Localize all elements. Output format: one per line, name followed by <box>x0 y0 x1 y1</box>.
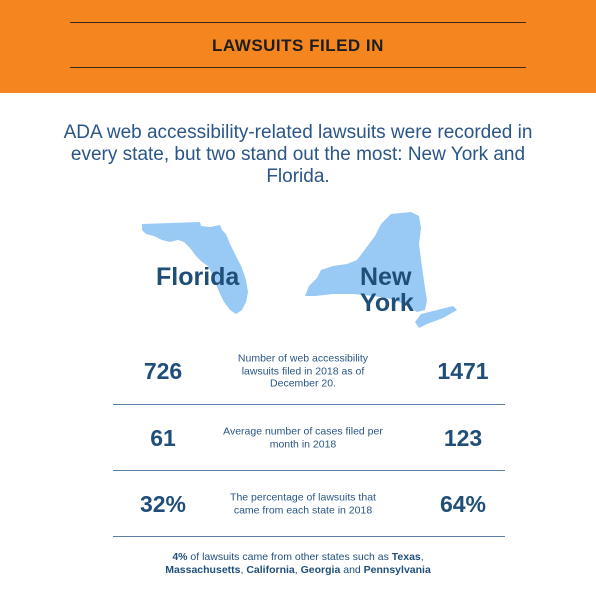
stat-row-monthly-average: 61 Average number of cases filed per mon… <box>113 405 505 471</box>
footnote: 4% of lawsuits came from other states su… <box>60 551 536 577</box>
new-york-map <box>303 210 459 332</box>
banner-bottom-rule <box>70 67 526 68</box>
stat-row-percentage: 32% The percentage of lawsuits that came… <box>113 471 505 537</box>
footnote-text: of lawsuits came from other states such … <box>187 551 392 563</box>
footnote-state-texas: Texas <box>391 551 421 563</box>
footnote-state-pennsylvania: Pennsylvania <box>363 564 431 576</box>
stat-description: Number of web accessibility lawsuits fil… <box>237 352 369 390</box>
footnote-separator: , <box>420 551 424 563</box>
footnote-separator: , <box>240 564 247 576</box>
florida-percentage: 32% <box>139 491 187 517</box>
stat-row-lawsuits-filed: 726 Number of web accessibility lawsuits… <box>113 338 505 404</box>
florida-label: Florida <box>156 263 240 291</box>
banner-title: LAWSUITS FILED IN <box>212 36 384 55</box>
new-york-lawsuits-count: 1471 <box>437 358 489 384</box>
row-divider <box>113 536 505 537</box>
new-york-monthly-average: 123 <box>443 425 483 451</box>
stat-description: Average number of cases filed per month … <box>223 425 383 451</box>
row-divider <box>113 404 505 405</box>
footnote-state-massachusetts: Massachusetts <box>165 564 241 576</box>
header-banner: LAWSUITS FILED IN <box>0 0 596 93</box>
florida-map <box>140 222 250 318</box>
footnote-percent: 4% <box>172 551 188 563</box>
new-york-label-line-2: York <box>360 289 414 317</box>
footnote-state-california: California <box>246 564 295 576</box>
new-york-label-line-1: New <box>360 263 412 291</box>
footnote-conjunction: and <box>340 564 364 576</box>
footnote-state-georgia: Georgia <box>300 564 341 576</box>
new-york-percentage: 64% <box>439 491 487 517</box>
florida-lawsuits-count: 726 <box>143 358 183 384</box>
florida-monthly-average: 61 <box>150 425 176 451</box>
intro-text: ADA web accessibility-related lawsuits w… <box>63 122 533 187</box>
banner-top-rule <box>70 22 526 23</box>
row-divider <box>113 470 505 471</box>
stat-description: The percentage of lawsuits that came fro… <box>230 491 376 517</box>
footnote-separator: , <box>294 564 301 576</box>
